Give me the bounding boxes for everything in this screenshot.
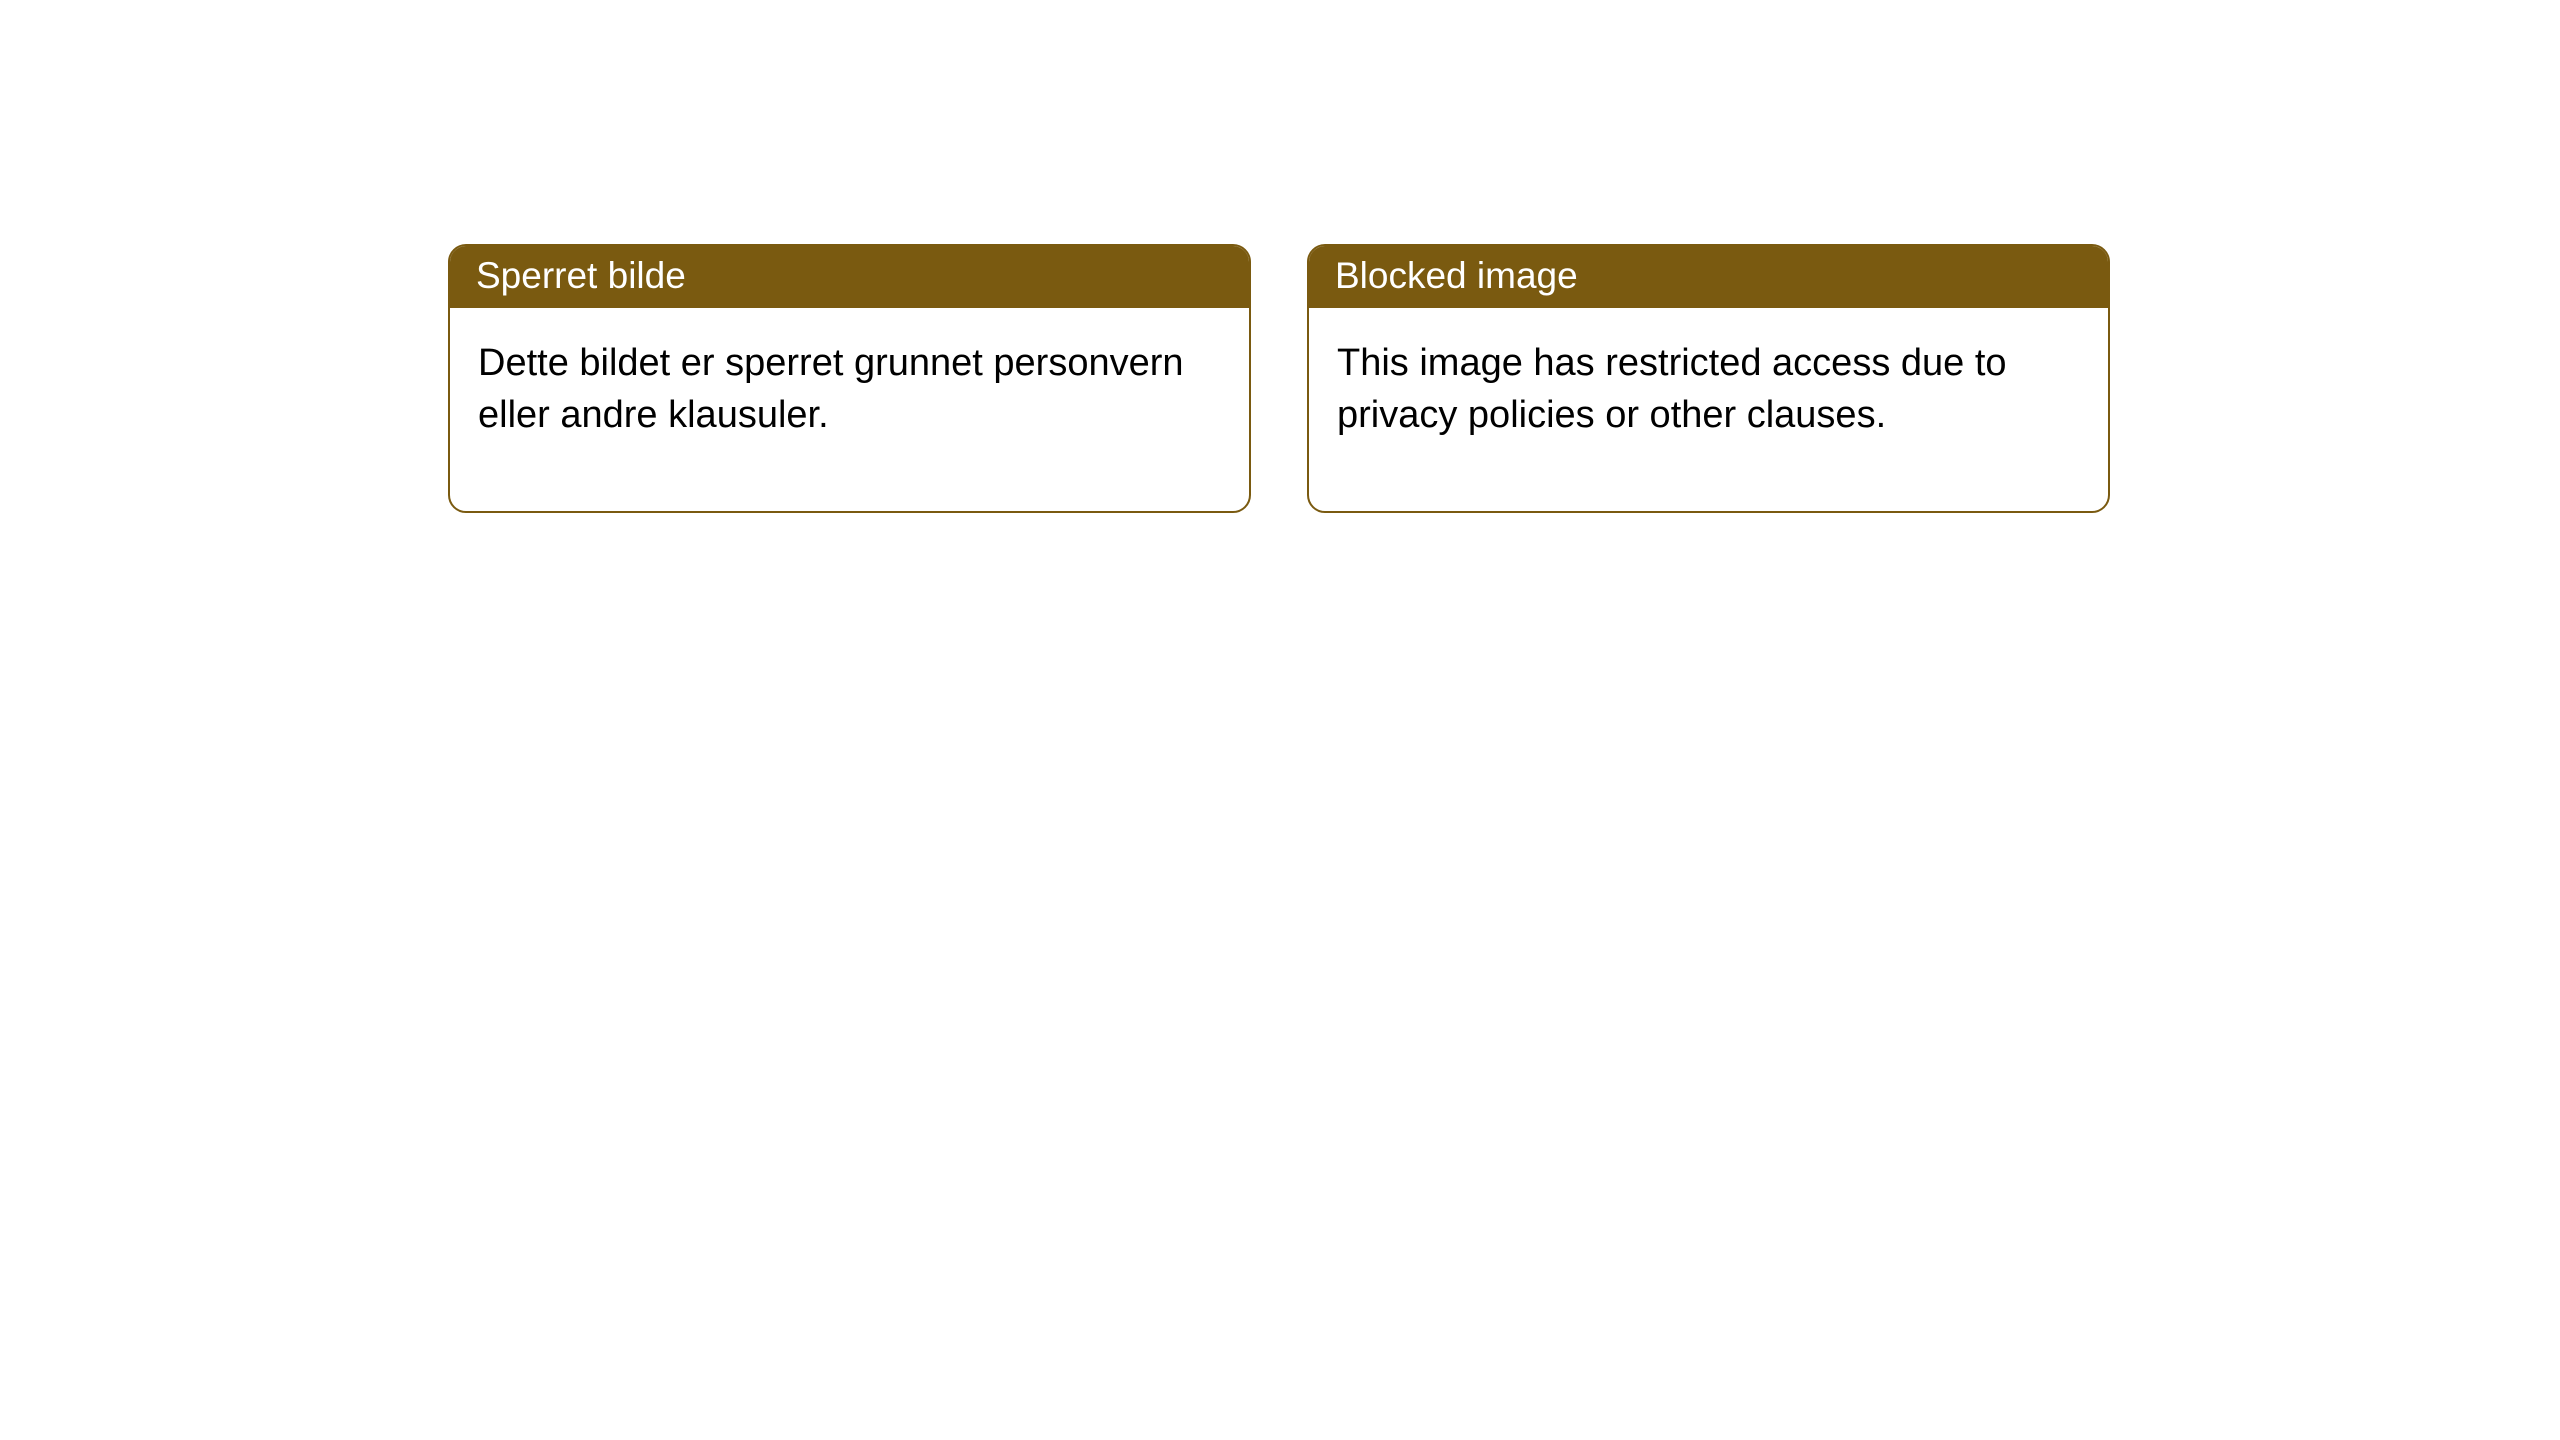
notice-header: Sperret bilde <box>450 246 1249 308</box>
notice-card-english: Blocked image This image has restricted … <box>1307 244 2110 513</box>
notice-body: Dette bildet er sperret grunnet personve… <box>450 308 1249 511</box>
notice-header: Blocked image <box>1309 246 2108 308</box>
notice-container: Sperret bilde Dette bildet er sperret gr… <box>0 0 2560 513</box>
notice-card-norwegian: Sperret bilde Dette bildet er sperret gr… <box>448 244 1251 513</box>
notice-body: This image has restricted access due to … <box>1309 308 2108 511</box>
